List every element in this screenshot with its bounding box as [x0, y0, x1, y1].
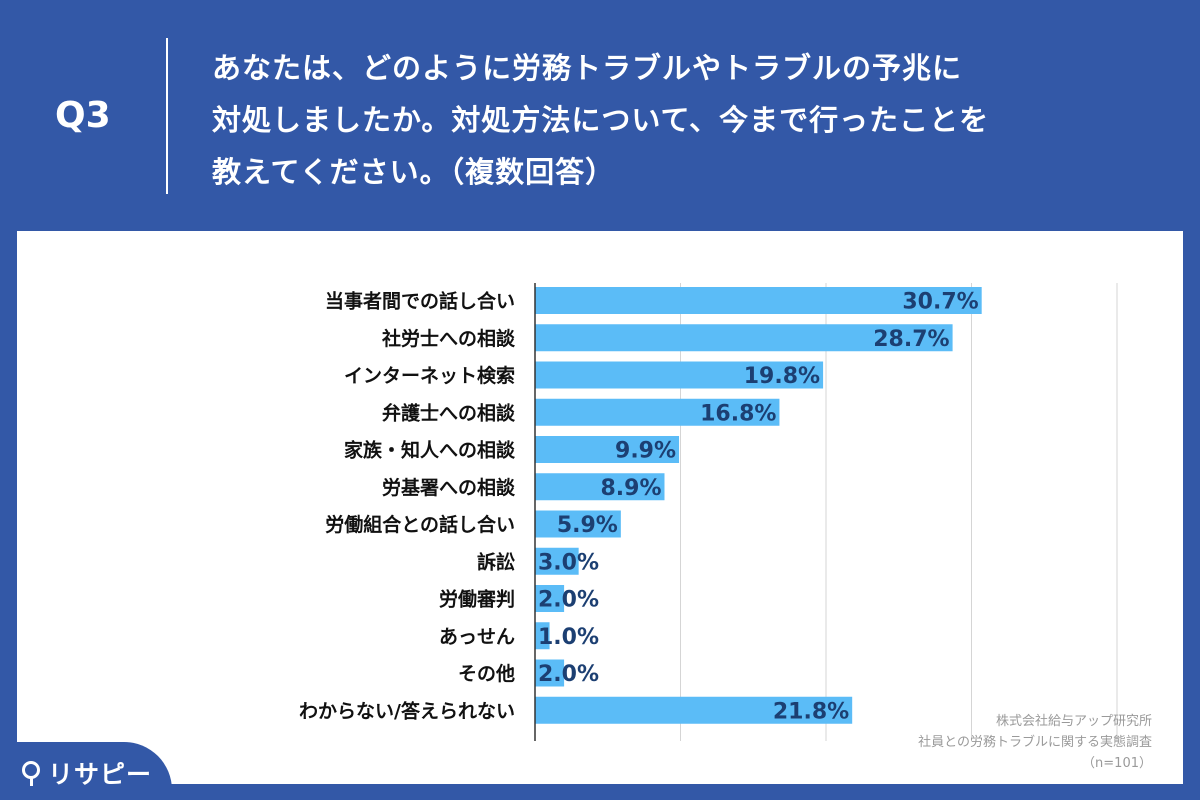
category-label: 労働組合との話し合い: [325, 513, 515, 536]
category-label: その他: [458, 662, 515, 685]
bar: [535, 510, 621, 538]
source-note: 株式会社給与アップ研究所 社員との労務トラブルに関する実態調査 （n=101）: [918, 711, 1152, 774]
bar: [535, 361, 824, 389]
chart-panel: 当事者間での話し合い 30.7% 社労士への相談 28.7% インターネット検索 19.8…: [17, 231, 1183, 784]
category-label: 訴訟: [477, 550, 515, 573]
value-label: 16.8%: [700, 401, 776, 426]
value-label: 19.8%: [744, 364, 820, 389]
source-sample-size: （n=101）: [1082, 756, 1152, 771]
value-label: 30.7%: [902, 290, 978, 315]
category-label: 家族・知人への相談: [344, 439, 516, 462]
category-label: 労働審判: [439, 588, 515, 611]
bar: [535, 585, 565, 612]
question-line: 対処しましたか。対処方法について、今まで行ったことを: [212, 103, 990, 137]
category-label: 当事者間での話し合い: [325, 290, 515, 313]
bar: [535, 622, 550, 650]
source-company: 株式会社給与アップ研究所: [995, 714, 1152, 729]
brand-logo: リサピー: [0, 742, 172, 800]
source-survey: 社員との労務トラブルに関する実態調査: [918, 735, 1152, 750]
value-label: 8.9%: [600, 476, 661, 501]
bar: [535, 473, 665, 501]
category-label: 弁護士への相談: [382, 401, 516, 424]
category-label: あっせん: [439, 626, 515, 648]
category-label: わからない/答えられない: [299, 699, 515, 722]
value-label: 5.9%: [557, 513, 618, 538]
value-label: 2.0%: [538, 662, 599, 687]
value-label: 2.0%: [538, 588, 599, 613]
question-line: 教えてください。（複数回答）: [212, 155, 616, 189]
bar: [535, 696, 853, 724]
category-label: 労基署への相談: [382, 476, 516, 499]
question-header: Q3 あなたは、どのように労務トラブルやトラブルの予兆に 対処しましたか。対処方…: [0, 0, 1200, 230]
bar: [535, 436, 680, 463]
bar: [535, 659, 565, 687]
bar: [535, 547, 579, 575]
value-label: 1.0%: [538, 625, 599, 650]
category-label: 社労士への相談: [381, 327, 516, 350]
question-text: あなたは、どのように労務トラブルやトラブルの予兆に 対処しましたか。対処方法につ…: [212, 42, 1172, 198]
value-label: 21.8%: [773, 699, 849, 724]
question-line: あなたは、どのように労務トラブルやトラブルの予兆に: [212, 51, 963, 85]
logo-text: リサピー: [48, 760, 153, 789]
value-label: 28.7%: [873, 327, 949, 352]
bar: [535, 287, 982, 314]
question-number: Q3: [55, 95, 111, 136]
value-label: 3.0%: [538, 550, 599, 575]
category-label: インターネット検索: [344, 364, 515, 387]
bar: [535, 324, 953, 352]
bar: [535, 398, 780, 426]
header-divider: [166, 38, 168, 194]
bar-chart: 当事者間での話し合い 30.7% 社労士への相談 28.7% インターネット検索 19.8…: [299, 283, 1118, 741]
pin-icon: [22, 761, 40, 786]
value-label: 9.9%: [615, 439, 676, 464]
